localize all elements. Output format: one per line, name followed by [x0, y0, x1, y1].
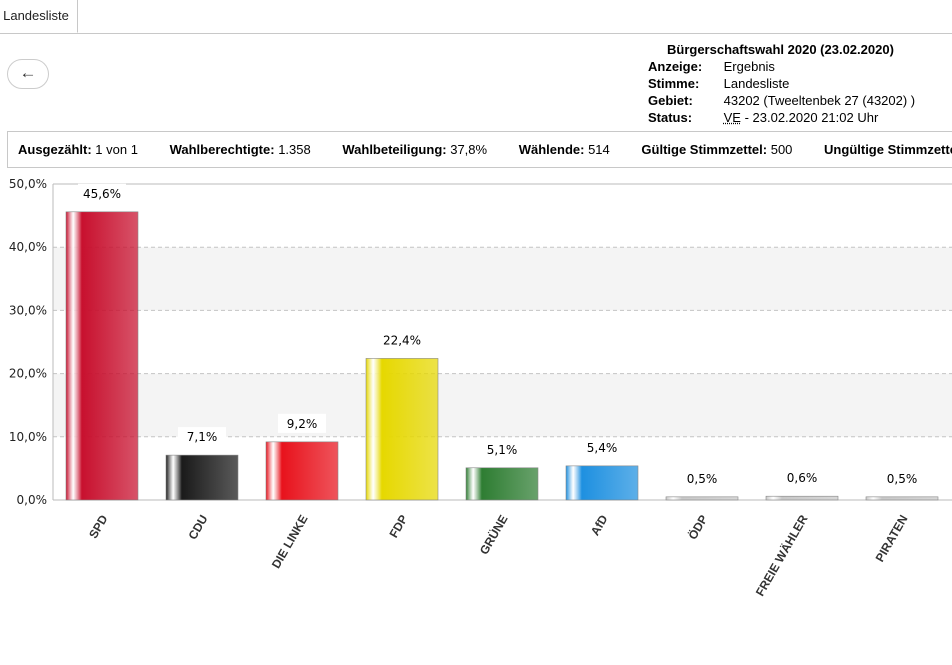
tab-bar: Landesliste — [0, 0, 952, 34]
stats-bar: Ausgezählt: 1 von 1 Wahlberechtigte: 1.3… — [7, 131, 952, 168]
bar-spd[interactable] — [65, 211, 139, 501]
status-abbreviation[interactable]: VE — [723, 110, 741, 125]
info-key: Anzeige: — [648, 59, 703, 74]
y-axis: 0,0% 10,0% 20,0% 30,0% 40,0% 50,0% — [9, 177, 54, 507]
chart-bars: 45,6% 7,1% 9,2% 22,4% 5,1% 5,4% 0,5% 0,6% 0,5% — [65, 183, 939, 501]
value-label: 22,4% — [383, 333, 421, 347]
info-value: 43202 (Tweeltenbek 27 (43202) ) — [723, 93, 916, 108]
value-label: 7,1% — [187, 430, 218, 444]
x-axis: SPD CDU DIE LINKE FDP GRÜNE AfD ÖDP FREIE WÄHLE… — [86, 512, 910, 599]
stat-value: 514 — [588, 142, 610, 157]
bar-cdu[interactable] — [165, 454, 239, 501]
bar-grüne[interactable] — [465, 467, 539, 501]
election-title: Bürgerschaftswahl 2020 (23.02.2020) — [667, 42, 894, 57]
chart-band — [53, 247, 952, 311]
stat-label: Ausgezählt: — [18, 142, 92, 157]
x-tick-label: GRÜNE — [476, 512, 511, 557]
stat-wahlberechtigte: Wahlberechtigte: 1.358 — [170, 132, 311, 167]
value-label-background — [178, 427, 226, 447]
value-label: 0,5% — [687, 472, 718, 486]
info-row-anzeige: Anzeige: Ergebnis — [648, 58, 915, 75]
x-tick-label: PIRATEN — [873, 513, 911, 565]
stat-label: Ungültige Stimmzettel — [824, 142, 952, 157]
value-label-background — [478, 439, 526, 459]
value-label-background — [878, 468, 926, 488]
bar-chart: 0,0% 10,0% 20,0% 30,0% 40,0% 50,0% 45,6% 7,1% 9… — [9, 177, 952, 599]
info-row-stimme: Stimme: Landesliste — [648, 75, 915, 92]
value-label: 5,4% — [587, 441, 618, 455]
stat-wahlbeteiligung: Wahlbeteiligung: 37,8% — [342, 132, 487, 167]
stat-label: Wahlberechtigte: — [169, 142, 275, 157]
info-key: Gebiet: — [648, 93, 693, 108]
value-label: 9,2% — [287, 417, 318, 431]
value-label-background — [278, 413, 326, 433]
bar-afd[interactable] — [565, 465, 639, 501]
value-label: 0,5% — [887, 472, 918, 486]
back-button[interactable]: ← — [7, 59, 49, 89]
stat-ausgezaehlt: Ausgezählt: 1 von 1 — [18, 132, 138, 167]
y-tick-label: 40,0% — [9, 240, 47, 254]
chart-background — [53, 184, 952, 500]
bar-ödp[interactable] — [665, 496, 739, 501]
stat-label: Gültige Stimmzettel: — [641, 142, 768, 157]
info-value: Landesliste — [723, 76, 790, 91]
x-tick-label: FREIE WÄHLER — [752, 512, 811, 599]
stat-label: Wählende: — [518, 142, 585, 157]
chart-band — [53, 373, 952, 437]
stat-ungueltige: Ungültige Stimmzettel — [824, 132, 952, 167]
stat-value: 1 von 1 — [95, 142, 138, 157]
x-tick-label: CDU — [185, 513, 210, 543]
value-label: 5,1% — [487, 443, 518, 457]
y-tick-label: 50,0% — [9, 177, 47, 191]
y-tick-label: 30,0% — [9, 303, 47, 317]
x-tick-label: SPD — [86, 512, 111, 541]
x-tick-label: FDP — [386, 513, 410, 541]
value-label-background — [78, 183, 126, 203]
bar-piraten[interactable] — [865, 496, 939, 501]
stat-value: 37,8% — [450, 142, 488, 157]
stat-value: 500 — [770, 142, 793, 157]
status-text: - 23.02.2020 21:02 Uhr — [740, 110, 879, 125]
bar-fdp[interactable] — [365, 358, 439, 501]
election-info: Bürgerschaftswahl 2020 (23.02.2020) Anze… — [648, 41, 915, 126]
bar-die-linke[interactable] — [265, 441, 339, 501]
y-tick-label: 0,0% — [17, 493, 48, 507]
info-value: Ergebnis — [723, 59, 775, 74]
value-label: 45,6% — [83, 187, 121, 201]
y-tick-label: 10,0% — [9, 430, 47, 444]
tab-landesliste[interactable]: Landesliste — [0, 0, 78, 33]
chart-band — [53, 184, 952, 248]
value-label-background — [378, 330, 426, 350]
x-tick-label: AfD — [588, 512, 611, 538]
bar-freie-wähler[interactable] — [765, 495, 839, 501]
x-tick-label: DIE LINKE — [269, 513, 311, 571]
stat-waehlende: Wählende: 514 — [519, 132, 610, 167]
stat-gueltige: Gültige Stimmzettel: 500 — [641, 132, 792, 167]
stat-value: 1.358 — [278, 142, 311, 157]
info-key: Stimme: — [648, 76, 700, 91]
stat-label: Wahlbeteiligung: — [342, 142, 447, 157]
value-label: 0,6% — [787, 471, 818, 485]
value-label-background — [778, 468, 826, 488]
info-key: Status: — [648, 110, 693, 125]
info-row-gebiet: Gebiet: 43202 (Tweeltenbek 27 (43202) ) — [648, 92, 915, 109]
chart-band — [53, 310, 952, 374]
y-tick-label: 20,0% — [9, 367, 47, 381]
value-label-background — [578, 437, 626, 457]
info-row-status: Status: VE - 23.02.2020 21:02 Uhr — [648, 109, 915, 126]
x-tick-label: ÖDP — [685, 512, 711, 542]
value-label-background — [678, 468, 726, 488]
